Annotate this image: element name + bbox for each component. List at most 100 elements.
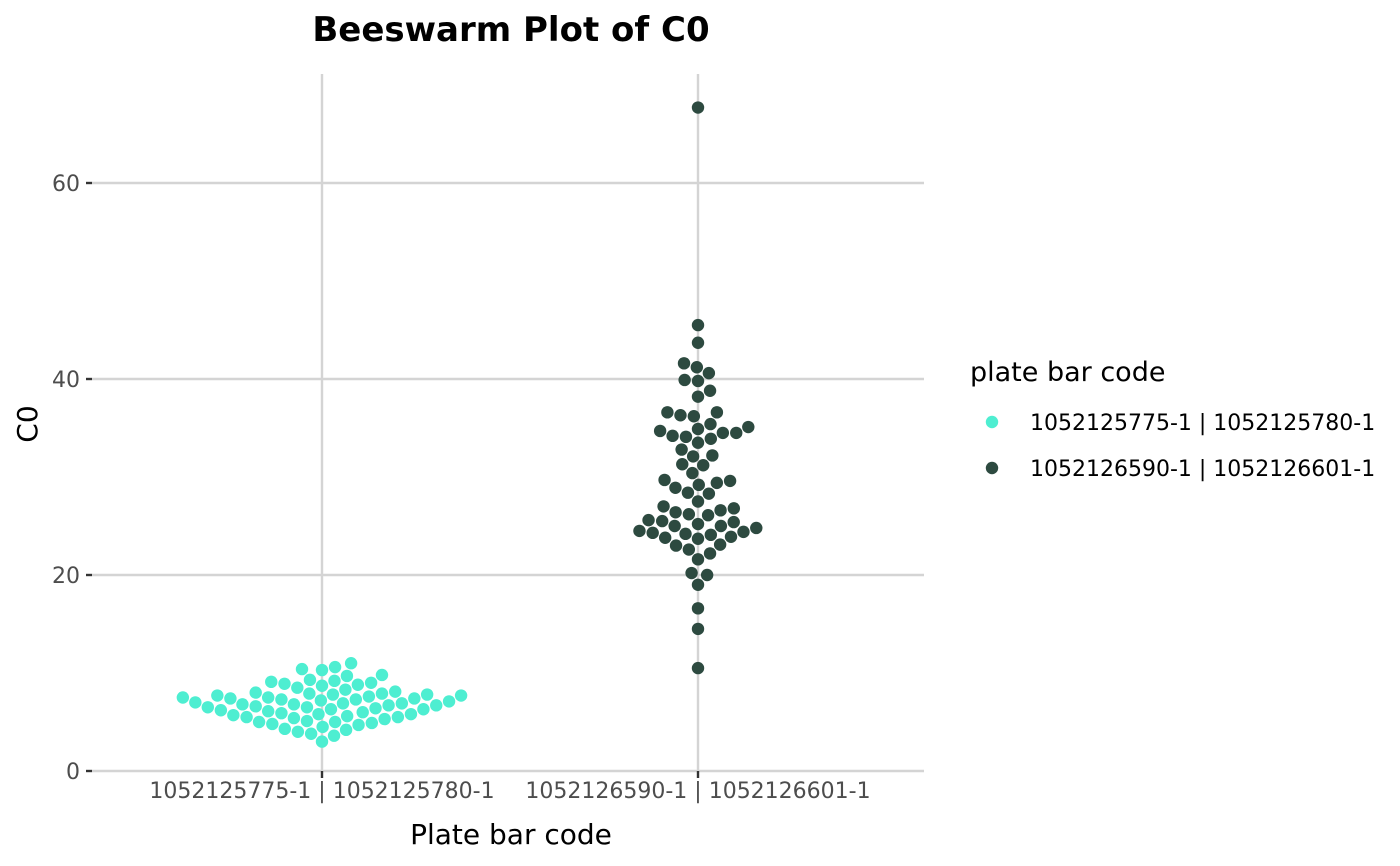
data-points	[176, 101, 763, 748]
data-point	[340, 669, 354, 683]
data-point	[677, 357, 691, 370]
data-point	[710, 406, 724, 419]
data-point	[682, 543, 696, 556]
data-point	[691, 318, 705, 332]
data-point	[704, 528, 718, 542]
data-point	[340, 709, 354, 723]
data-point	[682, 508, 696, 521]
data-point	[661, 406, 674, 419]
data-point	[328, 660, 342, 674]
data-point	[327, 729, 341, 742]
data-point	[691, 436, 705, 449]
data-point	[655, 514, 669, 528]
data-point	[275, 693, 288, 706]
data-point	[691, 578, 705, 591]
x-tick-label: 1052126590-1 | 1052126601-1	[525, 779, 870, 804]
data-point	[240, 710, 253, 724]
data-point	[658, 531, 672, 544]
y-tick-label: 20	[52, 564, 80, 589]
data-point	[701, 509, 715, 522]
legend-entries: 1052125775-1 | 1052125780-1 1052126590-1 …	[985, 411, 1375, 482]
data-point	[266, 717, 279, 731]
data-point	[315, 735, 329, 748]
data-point	[681, 486, 695, 499]
data-point	[714, 504, 727, 517]
data-point	[417, 703, 430, 716]
data-point	[697, 459, 710, 472]
data-point	[727, 515, 740, 529]
data-point	[291, 725, 305, 738]
data-point	[642, 513, 655, 527]
data-point	[676, 458, 689, 471]
data-point	[723, 474, 737, 488]
data-point	[214, 704, 228, 717]
data-point	[703, 547, 717, 560]
data-point	[691, 422, 705, 436]
data-point	[669, 481, 682, 494]
data-point	[404, 707, 418, 721]
data-point	[674, 409, 687, 422]
data-point	[304, 727, 318, 740]
data-point	[690, 361, 704, 374]
data-point	[692, 478, 705, 492]
legend-title: plate bar code	[970, 357, 1165, 388]
legend-label: 1052126590-1 | 1052126601-1	[1030, 457, 1375, 482]
data-point	[324, 703, 338, 716]
legend-key	[985, 461, 999, 475]
data-point	[703, 384, 717, 397]
data-point	[669, 539, 683, 552]
data-point	[265, 675, 278, 689]
data-point	[339, 723, 353, 737]
data-point	[691, 532, 705, 545]
y-tick-label: 60	[52, 172, 80, 197]
data-point	[420, 688, 434, 701]
data-point	[702, 366, 716, 380]
data-point	[653, 424, 667, 438]
x-axis-title: Plate bar code	[410, 818, 612, 851]
data-point	[287, 711, 301, 725]
data-point	[730, 426, 743, 440]
data-point	[706, 449, 719, 462]
data-point	[211, 689, 224, 702]
data-point	[675, 443, 688, 456]
data-point	[328, 715, 342, 729]
data-point	[704, 432, 718, 445]
data-point	[236, 698, 249, 711]
data-point	[224, 692, 237, 705]
data-point	[375, 668, 389, 682]
data-point	[369, 702, 382, 715]
data-point	[727, 502, 741, 515]
data-point	[314, 694, 328, 707]
data-point	[189, 696, 202, 709]
data-point	[316, 720, 329, 734]
data-point	[339, 683, 352, 696]
data-point	[312, 707, 325, 721]
data-point	[691, 661, 705, 675]
data-point	[364, 676, 378, 689]
data-point	[349, 693, 363, 706]
data-point	[287, 698, 301, 711]
data-point	[691, 390, 705, 403]
data-point	[679, 430, 693, 444]
data-point	[249, 686, 262, 699]
data-point	[326, 688, 340, 701]
data-point	[678, 373, 691, 387]
data-point	[750, 521, 763, 535]
data-point	[344, 657, 358, 670]
data-point	[646, 526, 659, 540]
data-point	[261, 691, 275, 704]
data-point	[291, 681, 304, 694]
data-point	[687, 410, 701, 423]
legend-key	[985, 415, 999, 429]
data-point	[686, 450, 700, 463]
data-point	[691, 553, 705, 566]
data-point	[336, 697, 350, 710]
data-point	[633, 524, 646, 538]
data-point	[704, 417, 717, 431]
data-point	[315, 679, 329, 692]
data-point	[742, 420, 755, 434]
data-point	[391, 710, 405, 724]
data-point	[300, 701, 314, 714]
data-point	[328, 674, 341, 688]
